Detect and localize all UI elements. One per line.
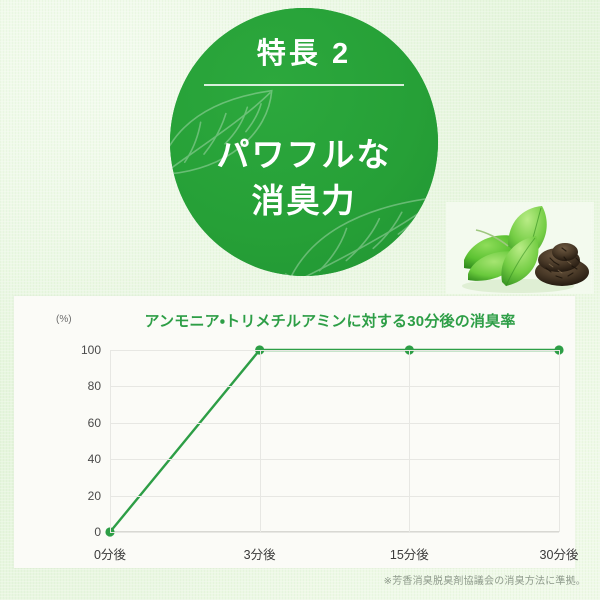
gridline-horizontal	[110, 532, 559, 533]
y-axis-tick-label: 60	[87, 415, 101, 430]
y-axis-tick-label: 100	[80, 343, 101, 357]
x-axis-tick-label: 15分後	[389, 548, 429, 562]
chart-series-line	[105, 345, 564, 537]
green-tea-leaves-photo	[446, 202, 594, 294]
x-axis-tick-label: 3分後	[243, 548, 276, 562]
gridline-horizontal	[110, 386, 559, 388]
x-axis-line	[110, 531, 559, 532]
tea-leaf-sketch-icon	[170, 89, 273, 176]
hero-divider	[204, 84, 404, 86]
gridline-horizontal	[110, 422, 559, 424]
gridline-vertical	[110, 350, 111, 532]
y-axis-unit-label: (%)	[56, 314, 72, 325]
hero-circle-fill	[170, 8, 438, 276]
x-axis-tick-label: 30分後	[539, 548, 579, 562]
chart-plot-area: 0 20 40 60 80 100 0分後 3分後 15分後 30分後	[81, 343, 578, 562]
gridline-vertical	[259, 350, 261, 532]
chart-footnote: ※芳香消臭脱臭剤協議会の消臭方法に準拠。	[383, 576, 586, 587]
gridline-horizontal	[110, 350, 559, 351]
gridline-horizontal	[110, 459, 559, 461]
chart-title: アンモニア・トリメチルアミンに対する30分後の消臭率	[144, 313, 516, 330]
hero-headline-line-2: 消臭力	[251, 181, 357, 219]
hero-headline-line-1: パワフルな	[216, 136, 392, 173]
tea-leaf-sketch-icon	[284, 196, 438, 276]
y-axis-tick-label: 20	[87, 488, 101, 503]
y-axis-tick-label: 80	[87, 379, 101, 394]
gridline-vertical	[559, 350, 560, 532]
series-polyline	[110, 350, 559, 532]
gridline-horizontal	[110, 495, 559, 497]
chart-card: アンモニア・トリメチルアミンに対する30分後の消臭率 (%) 0 20 40 60 80…	[14, 296, 578, 568]
y-axis-tick-label: 40	[87, 452, 101, 467]
x-axis-tick-label: 0分後	[94, 548, 126, 562]
feature-number-label: 特長 2	[256, 38, 352, 70]
gridline-vertical	[409, 350, 411, 532]
y-axis-tick-label: 0	[94, 525, 101, 539]
hero-headline: パワフルな 消臭力	[170, 132, 438, 223]
hero-circle-badge: 特長 2 パワフルな 消臭力	[170, 8, 438, 276]
